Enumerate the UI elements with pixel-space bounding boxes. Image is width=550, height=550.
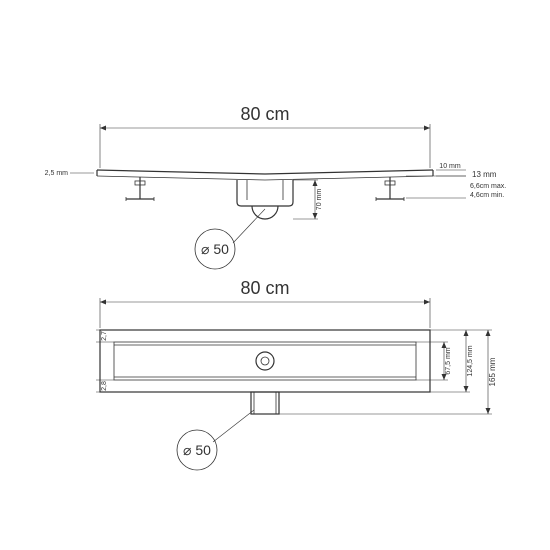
drain-inner [261, 357, 269, 365]
drain-outer [256, 352, 274, 370]
label-124-5: 124,5 mm [467, 345, 474, 376]
label-165: 165 mm [488, 357, 497, 386]
label-min: 4,6cm min. [470, 192, 504, 199]
deck-top-left [97, 170, 265, 174]
leader [233, 209, 265, 243]
plan-inner [114, 342, 416, 380]
label-2-5mm: 2,5 mm [45, 170, 69, 177]
dim-arrow [424, 126, 430, 131]
deck-bot-right [265, 176, 433, 180]
label-10mm: 10 mm [439, 163, 461, 170]
label-dia50-plan: ⌀ 50 [183, 442, 211, 458]
label-2-7: 2,7 [101, 331, 108, 341]
trap-body [237, 180, 293, 206]
label-70mm: 70 mm [316, 189, 323, 211]
label-max: 6,6cm max. [470, 183, 506, 190]
dim-arrow [100, 126, 106, 131]
deck-bot-left [97, 176, 265, 180]
plan-outer [100, 330, 430, 392]
label-67-5: 67,5 mm [445, 347, 452, 374]
label-dia50-side: ⌀ 50 [201, 241, 229, 257]
dim-arrow [424, 300, 430, 305]
leader [213, 410, 254, 442]
label-2-8: 2,8 [101, 381, 108, 391]
dim-arrow [100, 300, 106, 305]
dim-label-width-side: 80 cm [240, 104, 289, 124]
dim-label-width-plan: 80 cm [240, 278, 289, 298]
deck-top-right [265, 170, 433, 174]
pipe-arc [252, 206, 278, 219]
pipe-stub [251, 392, 279, 414]
label-13mm: 13 mm [472, 170, 497, 179]
